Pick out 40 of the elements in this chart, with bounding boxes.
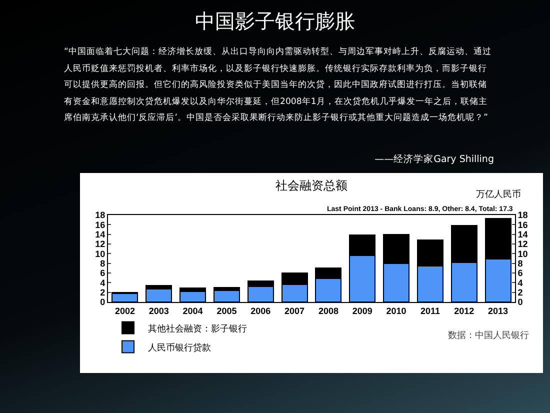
y2-tick-label: 2	[518, 287, 523, 298]
x-tick-label: 2002	[114, 306, 135, 316]
y-tick-label: 14	[95, 229, 106, 240]
y-tick-label: 2	[100, 287, 106, 298]
x-tick-label: 2008	[318, 306, 338, 316]
y2-tick-label: 12	[518, 239, 528, 250]
x-tick-label: 2005	[216, 306, 237, 316]
text: “中国面临着七大问题：经济增长放缓、从出口导向向内需驱动转型、与周边军事对峙上升、反腐运动、通过人民币贬值来惩罚投机者、利率市场化，以及影子银行快速膨胀。传统银行实际存款利率为负，而影子银行可以提供更高的回报。但它们的高风险投资类似于美国当年的次贷，因此中国政府试图进行打压。当初联储有资金和意愿控制次贷危机爆发以及向华尔街蔓延，但2008年1月，在次贷危机几乎爆发一年之后，联储主席伯南克承认他们‘反应滞后’。中国是否会采取果断行动来防止影子银行或其他重大问题造成一场危机呢？”	[64, 46, 492, 125]
x-tick-label: 2011	[420, 306, 440, 316]
y-tick-label: 8	[100, 258, 106, 268]
y2-tick-label: 18	[518, 210, 528, 220]
x-tick-label: 2012	[454, 306, 474, 316]
y-tick-label: 16	[95, 220, 106, 230]
legend-label: 人民币银行贷款	[148, 342, 211, 354]
y-tick-label: 18	[95, 210, 106, 220]
legend-label: 其他社会融资：影子银行	[148, 323, 247, 334]
text: ——经济学家Gary Shilling	[374, 153, 494, 166]
x-tick-label: 2013	[488, 306, 508, 316]
y-tick-label: 6	[100, 268, 106, 278]
y2-tick-label: 14	[518, 229, 528, 240]
y2-axis-title: 万亿人民币	[476, 189, 521, 200]
chart-subtitle: 社会融资总额	[276, 178, 348, 192]
y2-tick-label: 16	[518, 220, 528, 230]
y2-tick-label: 10	[518, 248, 528, 259]
x-tick-label: 2006	[250, 306, 271, 316]
y2-tick-label: 4	[518, 278, 523, 288]
x-tick-label: 2010	[386, 306, 406, 316]
x-tick-label: 2009	[352, 306, 372, 316]
y-tick-label: 12	[95, 239, 106, 250]
y-tick-label: 0	[100, 297, 106, 308]
y-tick-label: 10	[95, 248, 106, 259]
x-tick-label: 2003	[148, 306, 169, 316]
y2-tick-label: 8	[518, 258, 523, 268]
text: 数据：中国人民银行	[448, 330, 529, 341]
y2-tick-label: 6	[518, 268, 523, 278]
y-tick-label: 4	[100, 278, 106, 288]
x-tick-label: 2004	[182, 306, 203, 316]
chart-title: 中国影子银行膨胀	[194, 8, 356, 35]
y2-tick-label: 0	[518, 297, 523, 308]
x-tick-label: 2007	[284, 306, 305, 316]
